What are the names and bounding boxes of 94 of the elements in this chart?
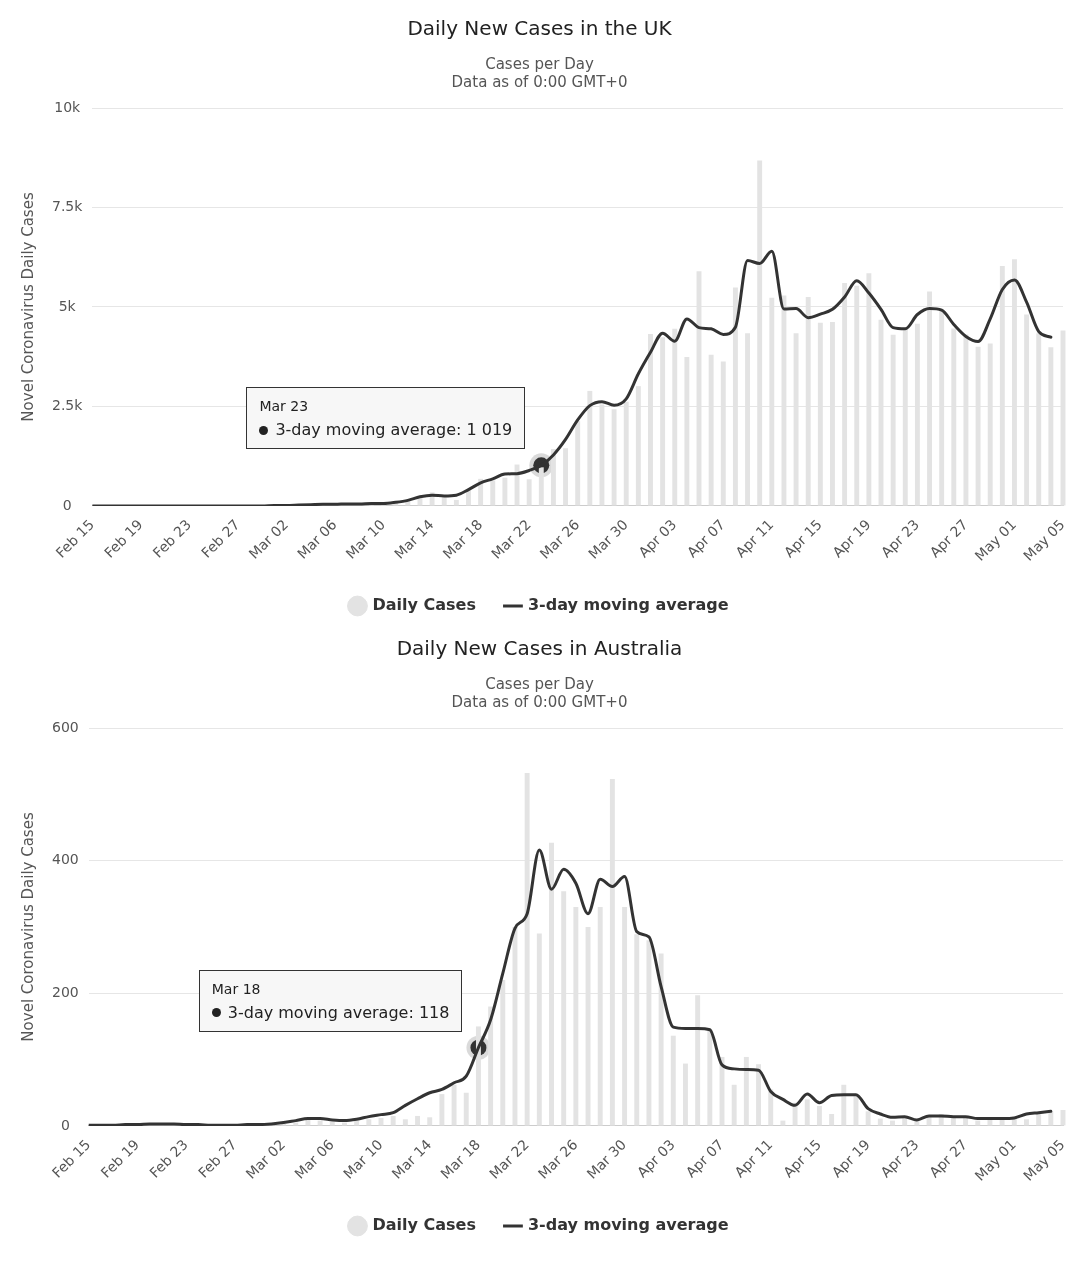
bar bbox=[502, 477, 508, 506]
chart-title: Daily New Cases in Australia bbox=[396, 636, 683, 661]
bar bbox=[490, 480, 496, 506]
y-tick-label: 5k bbox=[58, 297, 77, 314]
line-series bbox=[88, 848, 1053, 1126]
x-tick-label: Mar 22 bbox=[488, 516, 534, 562]
x-tick-label: Mar 10 bbox=[339, 1136, 386, 1182]
bar bbox=[1036, 1113, 1042, 1126]
chart-subtitle: Cases per Day Data as of 0:00 GMT+0 bbox=[451, 54, 628, 91]
x-tick-label: Mar 26 bbox=[534, 1136, 581, 1182]
x-tick-label: Mar 30 bbox=[583, 1136, 630, 1182]
x-tick-label: Apr 19 bbox=[829, 516, 874, 561]
bar bbox=[575, 421, 581, 506]
bar bbox=[756, 1064, 761, 1126]
x-tick-label: Feb 19 bbox=[101, 516, 146, 561]
x-tick-label: Apr 27 bbox=[926, 516, 971, 561]
bar bbox=[427, 1117, 433, 1126]
x-tick-label: Mar 26 bbox=[536, 516, 583, 562]
bar bbox=[611, 409, 617, 506]
x-tick-label: Feb 23 bbox=[146, 1136, 191, 1181]
bar bbox=[1024, 1119, 1029, 1126]
y-axis-title: Novel Coronavirus Daily Cases bbox=[18, 192, 37, 422]
x-tick-label: Mar 02 bbox=[242, 1136, 289, 1182]
bar bbox=[865, 1111, 871, 1126]
legend-label: 3-day moving average bbox=[527, 595, 729, 615]
x-tick-label: Mar 22 bbox=[486, 1136, 532, 1182]
x-tick-label: Apr 11 bbox=[732, 516, 777, 561]
bar bbox=[563, 448, 569, 506]
bar bbox=[463, 1092, 469, 1126]
x-tick-label: Mar 18 bbox=[437, 1136, 484, 1182]
bar bbox=[768, 1089, 774, 1126]
bar bbox=[902, 1117, 908, 1126]
bar bbox=[366, 1119, 372, 1126]
x-tick-label: Feb 23 bbox=[149, 516, 195, 561]
bar bbox=[950, 1117, 956, 1126]
line-series bbox=[92, 249, 1053, 506]
bar bbox=[402, 1119, 408, 1126]
bar bbox=[829, 1113, 835, 1126]
y-tick-label: 10k bbox=[54, 98, 82, 115]
x-tick-label: Mar 06 bbox=[291, 1136, 338, 1182]
bar bbox=[453, 499, 459, 506]
bar bbox=[683, 1063, 688, 1126]
annotation: Mar 23 3-day moving average: 1 019 bbox=[259, 397, 513, 442]
bar bbox=[451, 1084, 457, 1126]
chart-subtitle: Cases per Day Data as of 0:00 GMT+0 bbox=[451, 674, 628, 711]
y-tick-label: 0 bbox=[62, 496, 72, 513]
legend-label: Daily Cases bbox=[372, 595, 476, 615]
annotation: Mar 18 3-day moving average: 118 bbox=[211, 979, 450, 1024]
y-tick-label: 200 bbox=[51, 983, 79, 1000]
bar bbox=[439, 1094, 445, 1126]
y-tick-label: 2.5k bbox=[52, 397, 84, 414]
bar bbox=[804, 1099, 810, 1126]
x-tick-label: Feb 15 bbox=[52, 516, 98, 561]
bar bbox=[550, 449, 556, 506]
x-tick-label: Apr 03 bbox=[633, 1136, 678, 1181]
bar bbox=[415, 1115, 421, 1126]
bar bbox=[731, 1084, 737, 1126]
x-tick-label: Feb 15 bbox=[48, 1136, 94, 1181]
y-tick-label: 0 bbox=[60, 1116, 70, 1133]
bar bbox=[743, 1056, 749, 1126]
legend-label: 3-day moving average bbox=[527, 1215, 729, 1235]
x-tick-label: Apr 07 bbox=[683, 516, 728, 561]
bar bbox=[841, 1084, 847, 1126]
x-tick-label: Mar 14 bbox=[391, 516, 437, 562]
bar bbox=[488, 1006, 494, 1126]
x-tick-label: Apr 11 bbox=[731, 1136, 776, 1181]
y-tick-label: 400 bbox=[51, 851, 79, 868]
bar bbox=[816, 1106, 822, 1126]
y-tick-label: 600 bbox=[51, 718, 79, 735]
bar bbox=[390, 1115, 396, 1126]
x-tick-label: Mar 18 bbox=[439, 516, 486, 562]
x-tick-label: Mar 06 bbox=[293, 516, 340, 562]
x-tick-label: Apr 15 bbox=[780, 516, 826, 561]
x-tick-label: Mar 30 bbox=[585, 516, 631, 562]
chart-title: Daily New Cases in the UK bbox=[407, 16, 673, 41]
legend-label: Daily Cases bbox=[372, 1215, 476, 1235]
bar bbox=[670, 1035, 676, 1126]
x-tick-label: Feb 27 bbox=[194, 1136, 240, 1181]
x-tick-label: Mar 14 bbox=[388, 1136, 435, 1182]
x-tick-label: Apr 27 bbox=[926, 1136, 971, 1181]
x-tick-label: Mar 10 bbox=[342, 516, 389, 562]
x-tick-label: Apr 03 bbox=[635, 516, 680, 561]
y-axis-title: Novel Coronavirus Daily Cases bbox=[18, 812, 37, 1042]
bar bbox=[526, 479, 532, 506]
x-tick-label: Feb 27 bbox=[198, 516, 243, 561]
x-tick-label: Apr 23 bbox=[877, 1136, 922, 1181]
x-tick-label: Apr 07 bbox=[682, 1136, 727, 1181]
x-tick-label: Apr 15 bbox=[779, 1136, 825, 1181]
y-tick-label: 7.5k bbox=[52, 198, 84, 215]
bar bbox=[707, 1029, 713, 1126]
x-tick-label: Apr 19 bbox=[828, 1136, 873, 1181]
x-tick-label: Apr 23 bbox=[877, 516, 923, 561]
x-tick-label: Feb 19 bbox=[97, 1136, 143, 1181]
x-tick-label: Mar 02 bbox=[245, 516, 292, 562]
